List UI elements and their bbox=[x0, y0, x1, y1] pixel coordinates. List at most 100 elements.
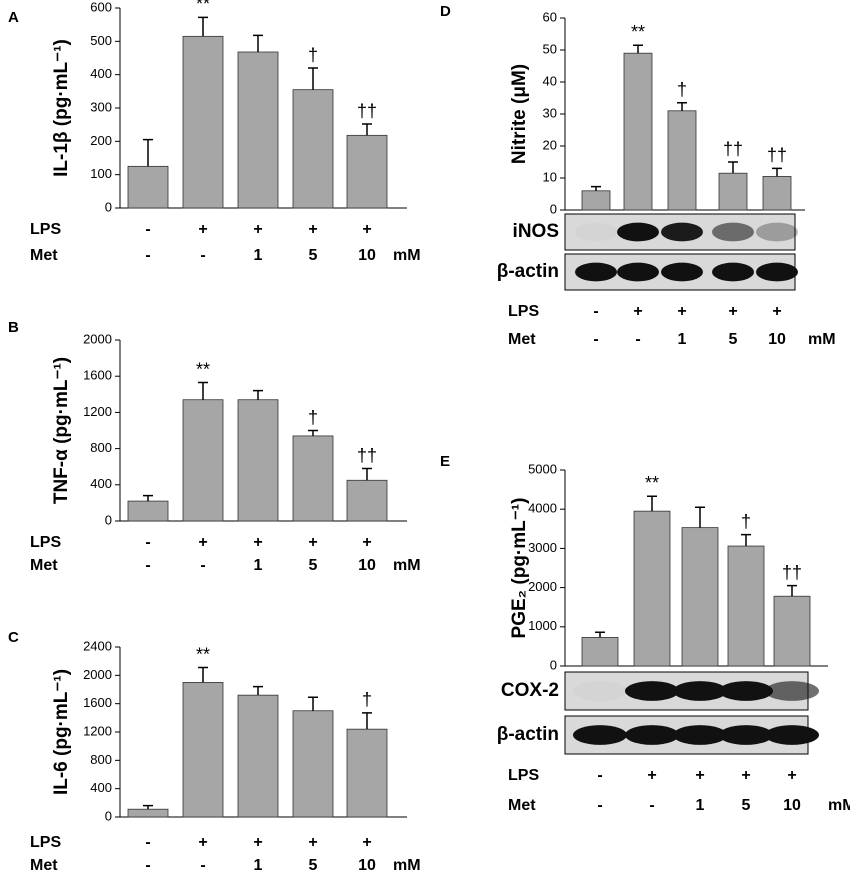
y-tick-label: 400 bbox=[90, 780, 112, 795]
y-tick-label: 2400 bbox=[83, 638, 112, 653]
blot-band bbox=[756, 262, 798, 282]
error-bar bbox=[253, 389, 263, 400]
y-tick-label: 40 bbox=[543, 73, 557, 88]
bar bbox=[667, 110, 697, 211]
significance-marker: †† bbox=[357, 445, 377, 465]
treatment-level: - bbox=[200, 247, 205, 264]
treatment-level: + bbox=[677, 303, 686, 320]
treatment-level: - bbox=[597, 767, 602, 784]
treatment-level: - bbox=[597, 797, 602, 814]
blot-band bbox=[673, 725, 727, 745]
bar bbox=[237, 51, 279, 209]
treatment-level: 10 bbox=[768, 331, 786, 348]
blot-label: β-actin bbox=[497, 724, 559, 745]
treatment-name: LPS bbox=[508, 767, 539, 784]
treatment-level: - bbox=[635, 331, 640, 348]
treatment-name: LPS bbox=[30, 221, 61, 238]
y-tick-label: 50 bbox=[543, 41, 557, 56]
blot-band bbox=[765, 725, 819, 745]
bar bbox=[346, 728, 388, 818]
treatment-level: + bbox=[633, 303, 642, 320]
y-tick-label: 0 bbox=[105, 199, 112, 214]
treatment-level: 5 bbox=[742, 797, 751, 814]
error-bar bbox=[198, 381, 208, 400]
treatment-level: 5 bbox=[309, 557, 318, 574]
y-tick-label: 1600 bbox=[83, 368, 112, 383]
blot-band bbox=[575, 262, 617, 282]
bar bbox=[346, 479, 388, 522]
error-bar bbox=[647, 495, 657, 512]
treatment-unit: mM bbox=[808, 331, 836, 348]
blot-band bbox=[712, 262, 754, 282]
blot-band bbox=[575, 223, 617, 242]
error-bar bbox=[741, 533, 751, 547]
significance-marker: ** bbox=[196, 0, 210, 14]
bar bbox=[346, 134, 388, 209]
treatment-level: + bbox=[362, 834, 371, 851]
blot-band bbox=[625, 725, 679, 745]
treatment-level: + bbox=[253, 221, 262, 238]
blot-band bbox=[617, 222, 659, 242]
y-tick-label: 0 bbox=[550, 657, 557, 672]
blot-band bbox=[661, 262, 703, 282]
y-tick-label: 2000 bbox=[83, 667, 112, 682]
y-axis-label: Nitrite (μM) bbox=[509, 64, 530, 164]
error-bar bbox=[728, 161, 738, 174]
treatment-level: + bbox=[198, 221, 207, 238]
blot-band bbox=[719, 681, 773, 701]
y-tick-label: 1200 bbox=[83, 404, 112, 419]
error-bar bbox=[595, 631, 605, 638]
error-bar bbox=[198, 666, 208, 683]
blot-band bbox=[661, 222, 703, 242]
bar bbox=[182, 399, 224, 522]
error-bar bbox=[198, 16, 208, 37]
treatment-level: - bbox=[145, 557, 150, 574]
treatment-level: + bbox=[741, 767, 750, 784]
treatment-level: - bbox=[145, 534, 150, 551]
bar bbox=[762, 175, 792, 211]
treatment-level: + bbox=[647, 767, 656, 784]
bar bbox=[292, 435, 334, 522]
error-bar bbox=[253, 34, 263, 52]
bar bbox=[182, 682, 224, 818]
y-tick-label: 3000 bbox=[528, 540, 557, 555]
chart-panel: C IL-6 (pg·mL⁻¹) 0 400 800 1200 1600 2000 2400 **… bbox=[8, 629, 421, 874]
y-tick-label: 500 bbox=[90, 33, 112, 48]
blot-band bbox=[719, 725, 773, 745]
blot-band bbox=[673, 681, 727, 701]
y-tick-label: 0 bbox=[105, 808, 112, 823]
bar bbox=[237, 399, 279, 522]
error-bar bbox=[677, 102, 687, 111]
y-tick-label: 200 bbox=[90, 133, 112, 148]
y-tick-label: 1000 bbox=[528, 618, 557, 633]
treatment-name: Met bbox=[508, 797, 536, 814]
treatment-level: 1 bbox=[696, 797, 705, 814]
significance-marker: †† bbox=[767, 145, 787, 165]
treatment-level: - bbox=[145, 247, 150, 264]
bar bbox=[773, 595, 811, 667]
treatment-level: 10 bbox=[783, 797, 801, 814]
blot-label: iNOS bbox=[513, 221, 559, 242]
error-bar bbox=[362, 467, 372, 481]
bar bbox=[127, 808, 169, 818]
blot-label: β-actin bbox=[497, 261, 559, 282]
y-tick-label: 60 bbox=[543, 9, 557, 24]
y-tick-label: 1600 bbox=[83, 695, 112, 710]
treatment-level: 5 bbox=[729, 331, 738, 348]
bar bbox=[127, 500, 169, 522]
error-bar bbox=[772, 167, 782, 177]
treatment-level: 1 bbox=[254, 857, 263, 874]
bar bbox=[127, 165, 169, 209]
error-bar bbox=[143, 494, 153, 502]
treatment-level: 10 bbox=[358, 557, 376, 574]
bar bbox=[718, 172, 748, 211]
treatment-level: + bbox=[362, 534, 371, 551]
treatment-level: + bbox=[308, 221, 317, 238]
error-bar bbox=[362, 123, 372, 136]
treatment-level: + bbox=[308, 834, 317, 851]
y-tick-label: 400 bbox=[90, 476, 112, 491]
treatment-name: LPS bbox=[508, 303, 539, 320]
